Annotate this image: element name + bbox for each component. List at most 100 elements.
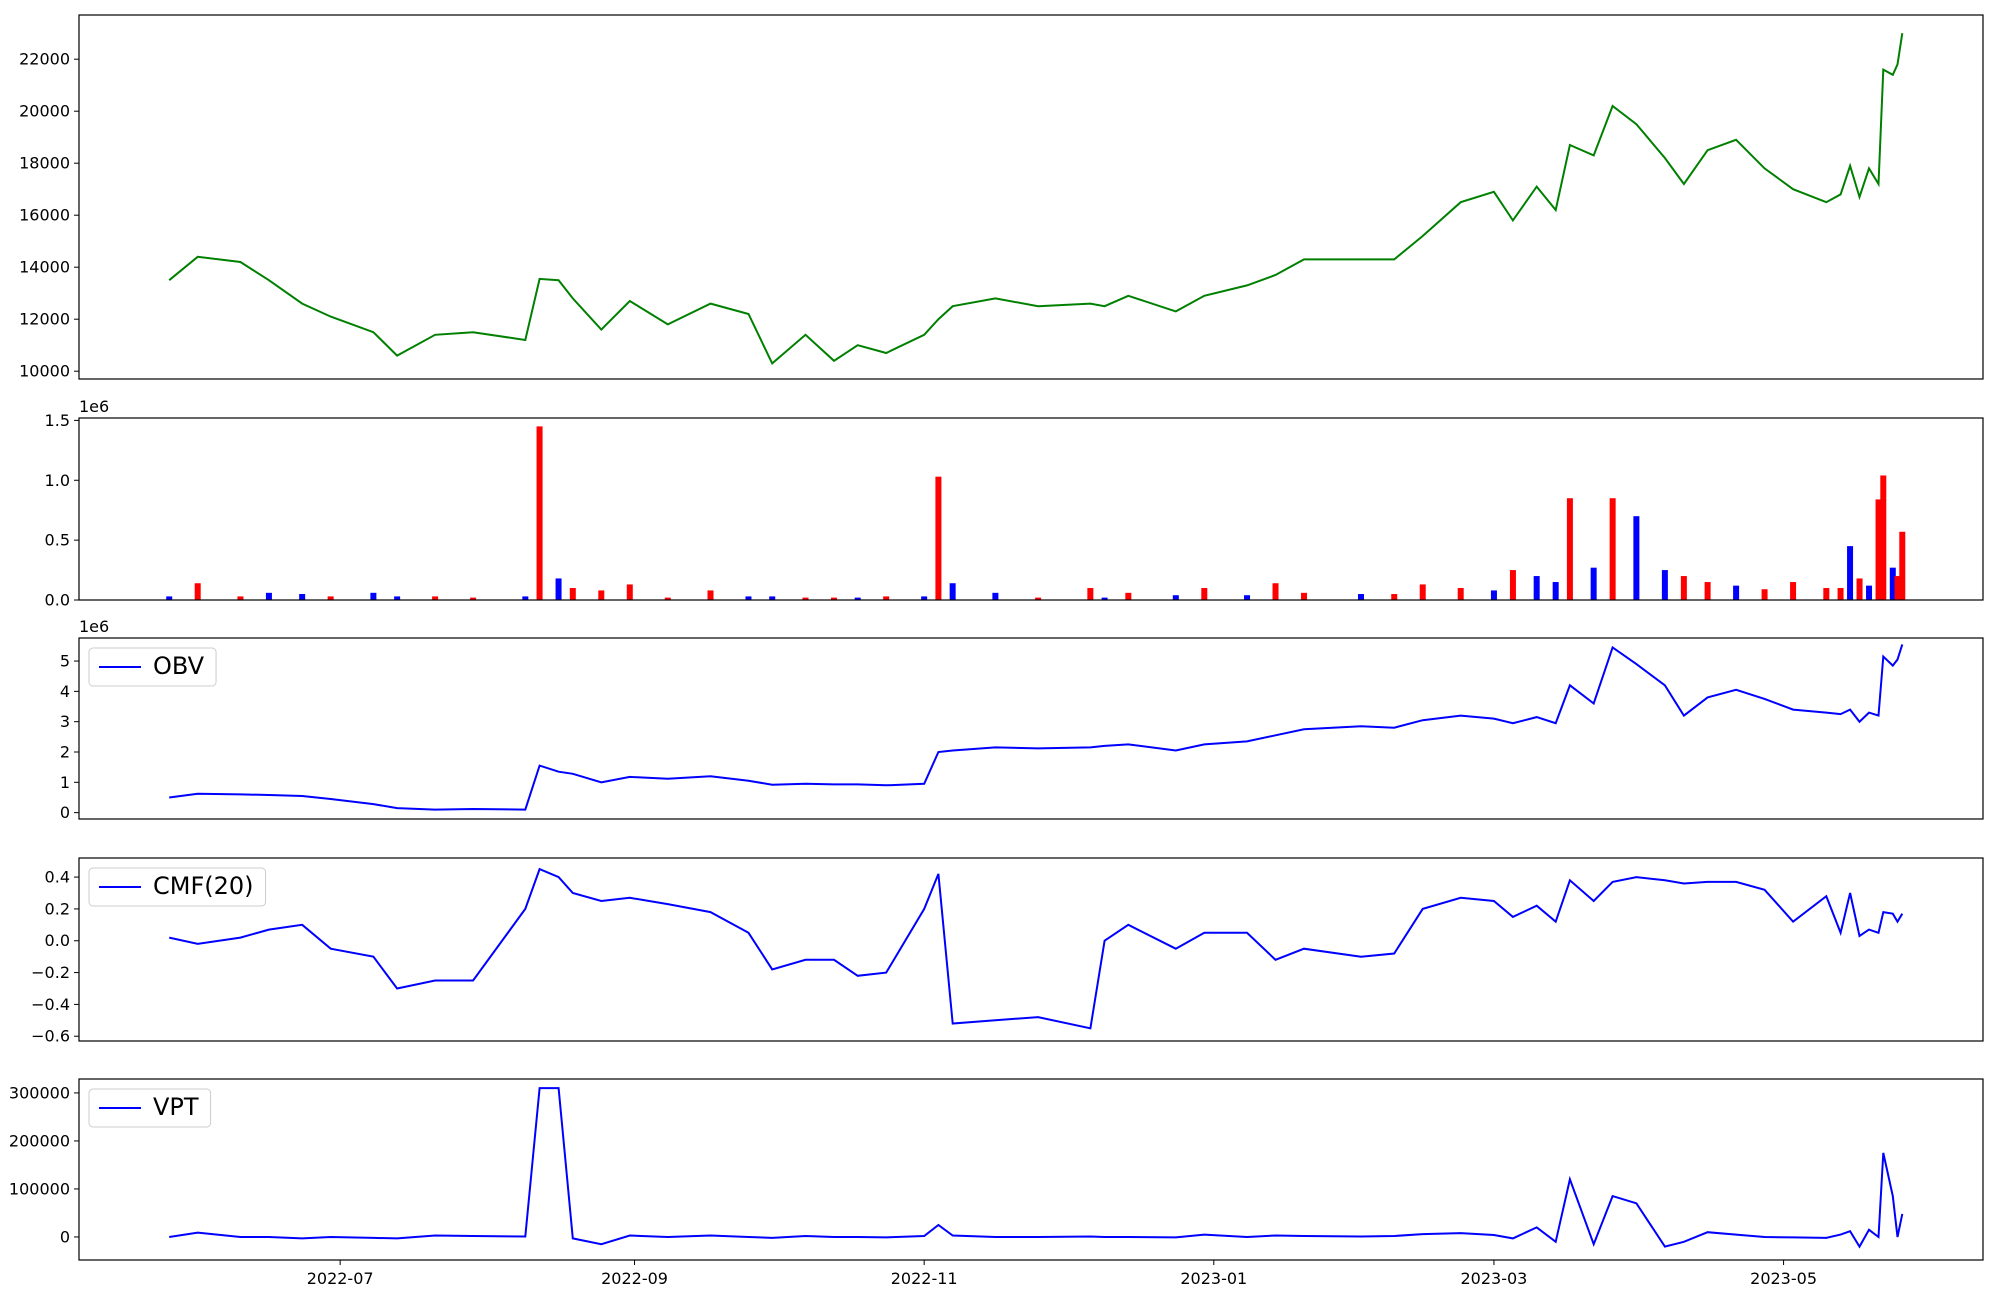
volume-bar xyxy=(166,596,173,600)
y-tick-label: 0.5 xyxy=(45,531,70,550)
volume-bar xyxy=(1125,592,1132,600)
volume-bar xyxy=(1609,498,1616,600)
volume-bar xyxy=(1391,594,1398,600)
volume-bar xyxy=(1894,576,1901,600)
volume-bar xyxy=(707,590,714,600)
offset-text: 1e6 xyxy=(79,397,109,416)
axes-frame xyxy=(78,637,1984,820)
volume-bar xyxy=(992,592,999,600)
x-tick-label: 2023-03 xyxy=(1461,1269,1528,1288)
volume-bar xyxy=(1633,516,1640,600)
volume-bar xyxy=(1552,582,1559,600)
volume-bar xyxy=(470,597,477,600)
volume-bar xyxy=(1790,582,1797,600)
y-tick-label: 12000 xyxy=(19,310,70,329)
y-tick-label: 0 xyxy=(60,803,70,822)
volume-bar xyxy=(1301,592,1308,600)
volume-bar xyxy=(1172,595,1179,600)
y-tick-label: 22000 xyxy=(19,50,70,69)
axes-frame xyxy=(78,1078,1984,1261)
legend-box xyxy=(88,1088,212,1128)
volume-bar xyxy=(769,596,776,600)
volume-bar xyxy=(522,596,529,600)
volume-bar xyxy=(664,597,671,600)
axes-frame xyxy=(78,14,1984,380)
volume-bar xyxy=(1272,583,1279,600)
x-tick-label: 2022-09 xyxy=(601,1269,668,1288)
volume-bar xyxy=(1490,590,1497,600)
y-tick-label: 0 xyxy=(60,1227,70,1246)
axes-frame xyxy=(78,857,1984,1042)
volume-bar xyxy=(1866,585,1873,600)
offset-text: 1e6 xyxy=(79,617,109,636)
volume-bar xyxy=(745,596,752,600)
volume-bar xyxy=(1847,546,1854,600)
volume-bar xyxy=(1733,585,1740,600)
y-tick-label: 2 xyxy=(60,742,70,761)
panel: 0.0 0.5 1.0 1.5 1e6 xyxy=(45,397,1984,610)
axes-frame xyxy=(78,417,1984,601)
y-tick-label: 1.5 xyxy=(45,411,70,430)
volume-bar xyxy=(1889,567,1896,600)
volume-bar xyxy=(1566,498,1573,600)
x-tick-label: 2022-11 xyxy=(891,1269,958,1288)
volume-bar xyxy=(1087,588,1094,600)
x-tick-label: 2023-01 xyxy=(1180,1269,1247,1288)
y-tick-label: 0.4 xyxy=(45,868,70,887)
y-tick-label: −0.6 xyxy=(31,1027,70,1046)
data-line xyxy=(168,867,1904,1030)
volume-bar xyxy=(1357,594,1364,600)
data-line xyxy=(169,644,1904,811)
panel: 10000 12000 14000 16000 18000 20000 22000 xyxy=(19,14,1984,381)
volume-bar xyxy=(883,596,890,600)
x-tick-label: 2022-07 xyxy=(307,1269,374,1288)
volume-bar xyxy=(802,597,809,600)
volume-bar xyxy=(1704,582,1711,600)
volume-bar xyxy=(1509,570,1516,600)
volume-bar xyxy=(1457,588,1464,600)
volume-bar xyxy=(555,578,562,600)
volume-bar xyxy=(1661,570,1668,600)
y-tick-label: −0.4 xyxy=(31,995,70,1014)
panel: 0 1 2 3 4 5 1e6 OBV xyxy=(60,617,1984,822)
volume-bar xyxy=(1101,597,1108,600)
y-tick-label: 18000 xyxy=(19,154,70,173)
legend-label: OBV xyxy=(153,652,205,680)
volume-bar xyxy=(921,596,928,600)
volume-bar xyxy=(569,588,576,600)
volume-bar xyxy=(1244,595,1251,600)
volume-bar xyxy=(935,476,942,600)
y-tick-label: 0.0 xyxy=(45,931,70,950)
volume-bar xyxy=(370,592,377,600)
y-tick-label: 5 xyxy=(60,652,70,671)
y-tick-label: 10000 xyxy=(19,362,70,381)
y-tick-label: −0.2 xyxy=(31,963,70,982)
volume-bar xyxy=(1680,576,1687,600)
volume-bar xyxy=(1590,567,1597,600)
volume-bar xyxy=(194,583,201,600)
volume-bar xyxy=(1875,499,1882,600)
volume-bar xyxy=(830,597,837,600)
volume-bar xyxy=(299,594,306,600)
y-tick-label: 4 xyxy=(60,682,70,701)
volume-bar xyxy=(1533,576,1540,600)
y-tick-label: 1 xyxy=(60,773,70,792)
x-tick-label: 2023-05 xyxy=(1750,1269,1817,1288)
volume-bar xyxy=(949,583,956,600)
y-tick-label: 0.2 xyxy=(45,899,70,918)
y-tick-label: 16000 xyxy=(19,206,70,225)
volume-bar xyxy=(1899,531,1906,600)
panel: 0 100000 200000 300000 2022-07 2022-09 2022-11… xyxy=(9,1078,1984,1288)
volume-bar xyxy=(1419,584,1426,600)
volume-bar xyxy=(1880,475,1887,600)
volume-bar xyxy=(394,596,401,600)
volume-bar xyxy=(237,596,244,600)
legend-label: CMF(20) xyxy=(153,872,254,900)
legend-box xyxy=(88,867,267,907)
volume-bar xyxy=(1823,588,1830,600)
volume-bar xyxy=(1761,589,1768,600)
y-tick-label: 0.0 xyxy=(45,591,70,610)
y-tick-label: 20000 xyxy=(19,102,70,121)
volume-bar xyxy=(854,597,861,600)
